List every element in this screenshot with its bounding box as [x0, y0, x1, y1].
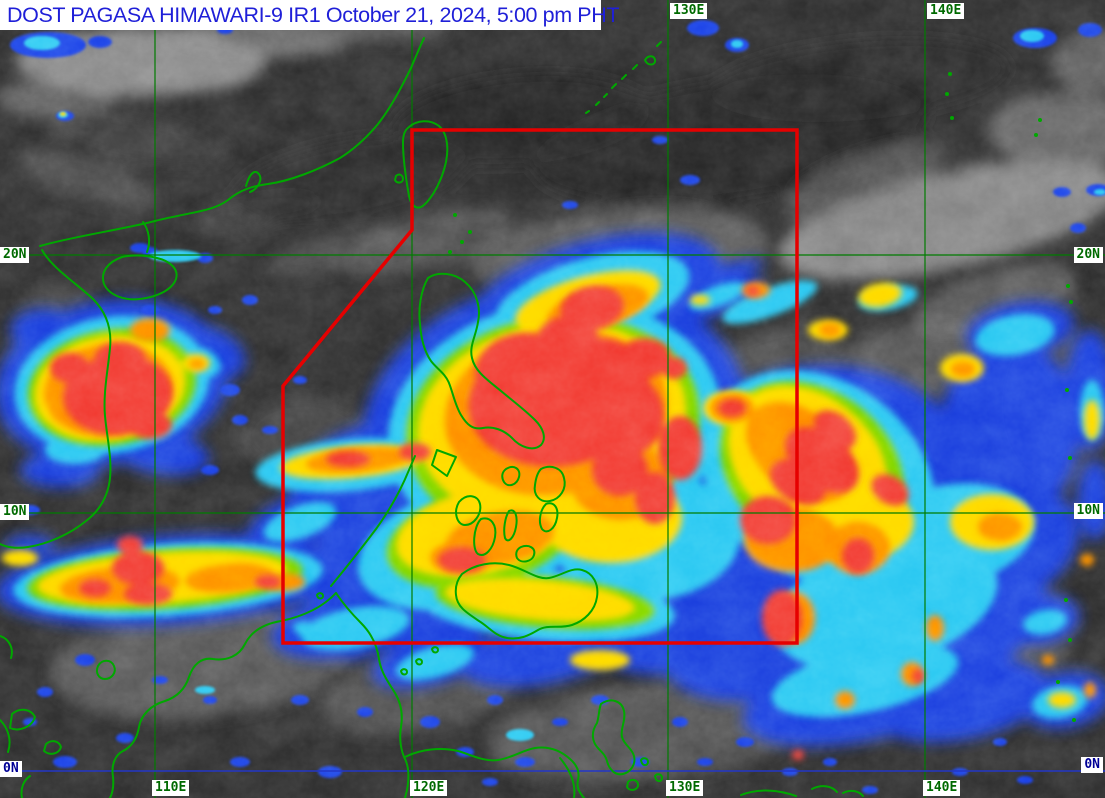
grid-label-left-10n: 10N: [0, 504, 30, 520]
grid-label-left-0n: 0N: [0, 761, 22, 777]
title-bar: DOST PAGASA HIMAWARI-9 IR1 October 21, 2…: [0, 0, 619, 30]
grid-label-top-130e: 130E: [670, 3, 708, 19]
ryukyu-islands: [585, 41, 662, 114]
mindanao-island: [454, 562, 599, 640]
mindoro-island: [431, 449, 457, 477]
grid-label-right-20n: 20N: [1073, 247, 1103, 263]
borneo-east-coast: [335, 592, 410, 798]
grid-label-bottom-120e: 120E: [410, 780, 448, 796]
grid-label-right-10n: 10N: [1073, 503, 1103, 519]
sulu-islands: [400, 646, 439, 676]
grid-label-right-0n: 0N: [1081, 757, 1103, 773]
taiwan-island: [402, 120, 449, 209]
small-islands: [448, 72, 1076, 722]
vietnam-coastline: [0, 249, 112, 549]
grid-label-left-20n: 20N: [0, 247, 30, 263]
grid-label-bottom-130e: 130E: [666, 780, 704, 796]
image-title: DOST PAGASA HIMAWARI-9 IR1 October 21, 2…: [7, 2, 620, 27]
grid-label-top-140e: 140E: [927, 3, 965, 19]
coastlines: [0, 37, 1076, 798]
grid-label-bottom-140e: 140E: [923, 780, 961, 796]
grid-label-bottom-110e: 110E: [152, 780, 190, 796]
par-boundary: [281, 128, 799, 645]
halmahera-island: [591, 699, 663, 791]
borneo-west-coast: [109, 592, 337, 798]
china-coastline: [39, 37, 425, 247]
samar-island: [533, 465, 566, 503]
luzon-island: [418, 272, 545, 450]
hainan-island: [102, 254, 178, 301]
palawan-island: [316, 455, 416, 600]
sulawesi-coastline: [404, 746, 585, 798]
